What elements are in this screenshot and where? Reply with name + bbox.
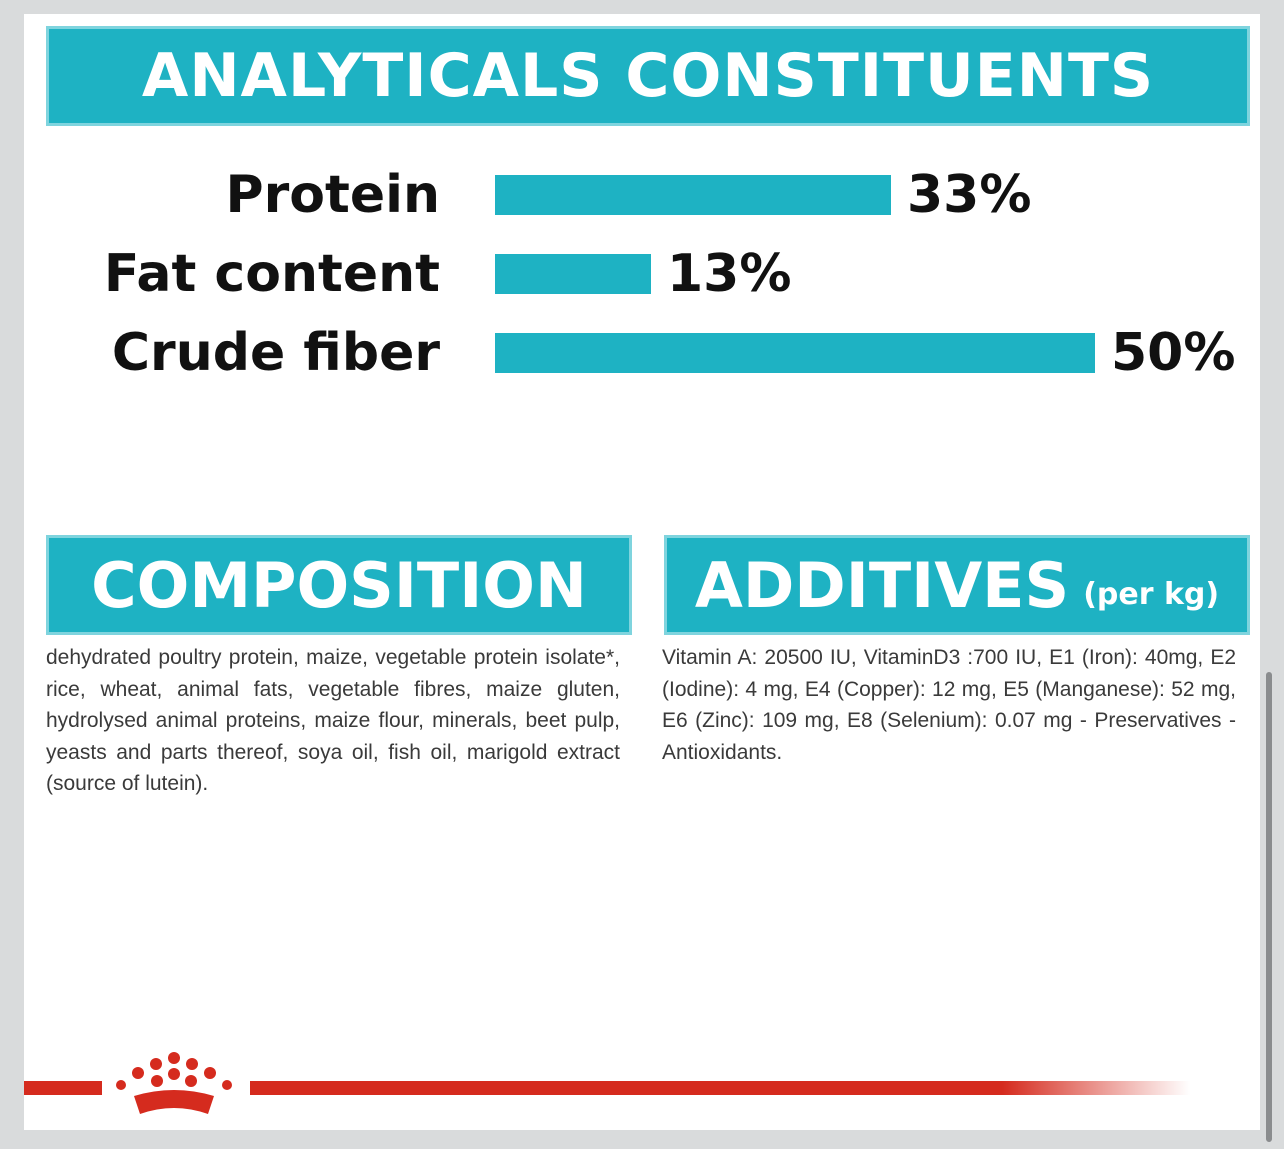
bar [495, 175, 891, 215]
value-label: 33% [907, 165, 1031, 225]
composition-text: dehydrated poultry protein, maize, veget… [46, 646, 620, 795]
chart-title: ANALYTICALS CONSTITUENTS [46, 26, 1250, 126]
bar [495, 254, 651, 294]
value-label: 50% [1111, 323, 1235, 383]
bar [495, 333, 1095, 373]
composition-title: COMPOSITION [46, 535, 632, 635]
additives-text: Vitamin A: 20500 IU, VitaminD3 :700 IU, … [662, 646, 1236, 764]
scrollbar[interactable] [1266, 672, 1272, 1142]
category-label: Crude fiber [112, 323, 440, 383]
crown [116, 1052, 232, 1114]
additives-title: ADDITIVES (per kg) [664, 535, 1250, 635]
category-label: Protein [226, 165, 440, 225]
category-label: Fat content [104, 244, 440, 304]
composition-title-text: COMPOSITION [91, 548, 587, 622]
brand-line [250, 1081, 1190, 1095]
chart: Protein 33% Fat content 13% Crude fiber 50% [104, 165, 1236, 383]
panel: ANALYTICALS CONSTITUENTS Protein 33% Fat c… [24, 14, 1260, 1130]
additives-title-text: ADDITIVES [694, 548, 1070, 622]
brand-logo [24, 1052, 1190, 1114]
additives-subtitle: (per kg) [1083, 576, 1220, 612]
brand-line [24, 1081, 102, 1095]
value-label: 13% [667, 244, 791, 304]
